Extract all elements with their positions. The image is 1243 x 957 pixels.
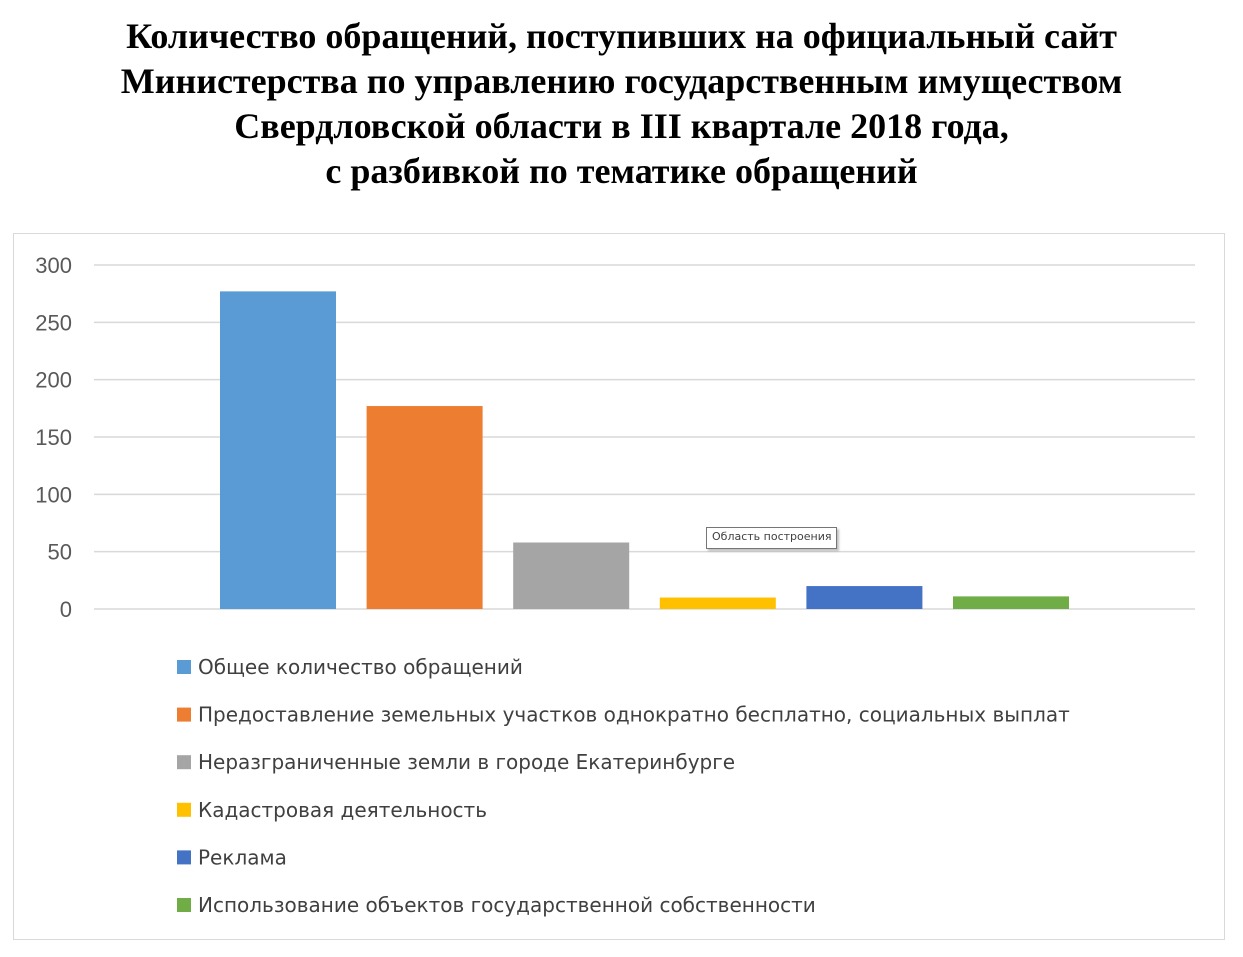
y-tick-label: 150 — [35, 425, 72, 450]
plot-area-tooltip: Область построения — [706, 527, 838, 549]
legend-label-4: Кадастровая деятельность — [198, 798, 487, 822]
legend-swatch-2 — [177, 707, 191, 722]
legend-label-6: Использование объектов государственной с… — [198, 893, 816, 917]
legend-label-2: Предоставление земельных участков однокр… — [198, 703, 1070, 727]
y-tick-label: 300 — [35, 253, 72, 278]
legend-swatch-5 — [177, 850, 191, 865]
chart-title: Количество обращений, поступивших на офи… — [0, 14, 1243, 194]
bars — [220, 291, 1069, 609]
title-line-4: с разбивкой по тематике обращений — [325, 151, 918, 191]
y-tick-label: 0 — [60, 597, 72, 622]
y-tick-label: 200 — [35, 368, 72, 393]
bar-3[interactable] — [513, 542, 630, 609]
bar-1[interactable] — [220, 291, 336, 609]
legend-label-1: Общее количество обращений — [198, 655, 523, 679]
bar-2[interactable] — [366, 406, 483, 609]
legend[interactable]: Общее количество обращений Предоставление… — [177, 655, 1070, 917]
y-axis-ticks: 0 50 100 150 200 250 300 — [35, 253, 72, 622]
title-line-3: Свердловской области в III квартале 2018… — [234, 106, 1009, 146]
y-tick-label: 250 — [35, 310, 72, 335]
title-line-2: Министерства по управлению государственн… — [120, 61, 1123, 101]
legend-swatch-3 — [177, 755, 191, 770]
title-line-1: Количество обращений, поступивших на офи… — [126, 16, 1117, 56]
legend-label-3: Неразграниченные земли в городе Екатерин… — [198, 750, 735, 774]
y-tick-label: 100 — [35, 482, 72, 507]
legend-swatch-4 — [177, 802, 191, 817]
y-tick-label: 50 — [48, 540, 72, 565]
legend-swatch-1 — [177, 660, 191, 674]
bar-6[interactable] — [953, 596, 1069, 609]
bar-5[interactable] — [806, 586, 923, 609]
legend-label-5: Реклама — [198, 845, 287, 869]
legend-swatch-6 — [177, 898, 191, 912]
bar-4[interactable] — [659, 597, 776, 609]
